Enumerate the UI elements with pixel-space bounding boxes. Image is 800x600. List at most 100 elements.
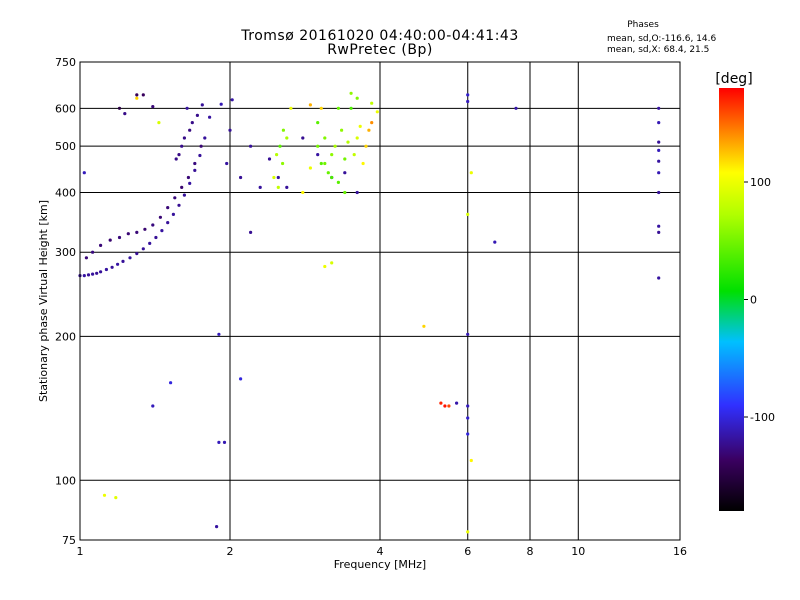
data-point-1: [281, 128, 285, 132]
data-point-0: [174, 157, 178, 161]
data-point-1: [272, 175, 276, 180]
data-point-1: [447, 404, 451, 408]
data-point-0: [116, 262, 120, 266]
axis-ticks: 1 2 4 6 8 10 16 75 100 200 300 400 500 600 750: [55, 56, 687, 558]
y-tick-label: 400: [55, 186, 76, 199]
data-point-0: [135, 93, 139, 97]
data-point-0: [200, 103, 204, 107]
phases-stats-x: mean, sd,X: 68.4, 21.5: [607, 45, 710, 55]
data-point-0: [466, 99, 470, 104]
data-point-0: [141, 247, 145, 251]
data-point-0: [466, 93, 470, 97]
data-point-1: [469, 458, 473, 463]
data-point-1: [316, 144, 320, 148]
data-point-0: [230, 98, 234, 102]
data-point-0: [169, 381, 173, 385]
data-point-0: [217, 440, 221, 444]
data-point-0: [316, 153, 320, 157]
data-point-0: [117, 235, 122, 240]
data-point-0: [228, 128, 232, 132]
data-point-0: [203, 136, 207, 140]
data-point-1: [308, 103, 312, 107]
x-axis-label: Frequency [MHz]: [334, 558, 426, 571]
data-point-1: [343, 190, 347, 195]
data-point-1: [333, 144, 337, 148]
x-tick-label: 10: [571, 545, 585, 558]
data-point-0: [182, 136, 186, 140]
data-point-0: [657, 121, 661, 125]
data-point-0: [267, 157, 272, 161]
data-point-0: [343, 171, 347, 175]
data-point-1: [340, 128, 344, 132]
data-point-0: [190, 121, 194, 125]
data-point-1: [370, 121, 374, 125]
data-point-0: [154, 235, 158, 240]
data-point-0: [199, 144, 203, 148]
data-point-0: [82, 274, 86, 278]
data-point-1: [370, 101, 374, 105]
data-point-0: [143, 227, 147, 231]
data-point-0: [195, 113, 199, 117]
data-point-1: [355, 96, 359, 100]
data-point-0: [466, 432, 470, 436]
data-point-1: [358, 124, 362, 128]
data-point-1: [285, 136, 289, 140]
y-tick-label: 100: [55, 474, 76, 487]
data-point-0: [123, 112, 127, 116]
data-point-0: [166, 221, 170, 225]
data-point-0: [657, 190, 661, 195]
data-point-0: [135, 230, 139, 234]
chart-title-line2: RwPretec (Bp): [327, 42, 433, 58]
data-point-0: [301, 136, 305, 140]
data-point-1: [443, 404, 447, 408]
data-point-0: [657, 224, 661, 228]
data-point-1: [316, 121, 320, 125]
phases-stats-title: Phases: [627, 20, 659, 30]
chart-title-line1: Tromsø 20161020 04:40:00-04:41:43: [241, 28, 519, 44]
data-point-0: [151, 223, 155, 227]
x-tick-label: 4: [377, 545, 384, 558]
data-point-0: [455, 401, 459, 405]
y-tick-label: 200: [55, 330, 76, 343]
data-point-1: [469, 171, 473, 175]
data-point-1: [361, 161, 365, 166]
data-point-1: [323, 264, 327, 269]
data-point-0: [657, 106, 661, 110]
data-point-0: [117, 106, 122, 110]
data-point-0: [91, 250, 95, 254]
data-point-0: [657, 148, 661, 152]
data-point-1: [323, 161, 327, 166]
plot-frame: [79, 61, 681, 541]
data-point-1: [330, 175, 334, 180]
data-point-0: [493, 240, 497, 244]
data-point-0: [126, 232, 130, 236]
data-point-0: [219, 102, 223, 106]
data-point-1: [352, 153, 356, 157]
x-tick-label: 2: [227, 545, 234, 558]
colorbar-ticks: 100 0 -100: [744, 176, 775, 424]
data-point-0: [208, 115, 212, 119]
data-point-1: [308, 166, 312, 170]
data-point-0: [95, 271, 99, 275]
data-point-0: [514, 106, 518, 110]
data-point-0: [188, 128, 192, 132]
data-point-0: [198, 153, 202, 158]
y-tick-label: 600: [55, 102, 76, 115]
y-tick-label: 75: [62, 534, 76, 547]
data-point-0: [249, 230, 253, 234]
data-point-1: [326, 171, 330, 175]
data-point-1: [289, 106, 293, 110]
data-point-0: [135, 252, 139, 256]
data-point-0: [225, 161, 229, 166]
y-axis-label: Stationary phase Virtual Height [km]: [37, 200, 50, 402]
x-tick-label: 8: [527, 545, 534, 558]
data-point-0: [355, 190, 359, 195]
data-point-1: [330, 261, 334, 265]
colorbar-label: [deg]: [715, 71, 752, 87]
data-point-1: [135, 96, 139, 100]
data-point-1: [281, 161, 285, 166]
data-point-1: [346, 140, 350, 144]
data-point-0: [104, 267, 108, 272]
data-point-0: [239, 377, 243, 381]
